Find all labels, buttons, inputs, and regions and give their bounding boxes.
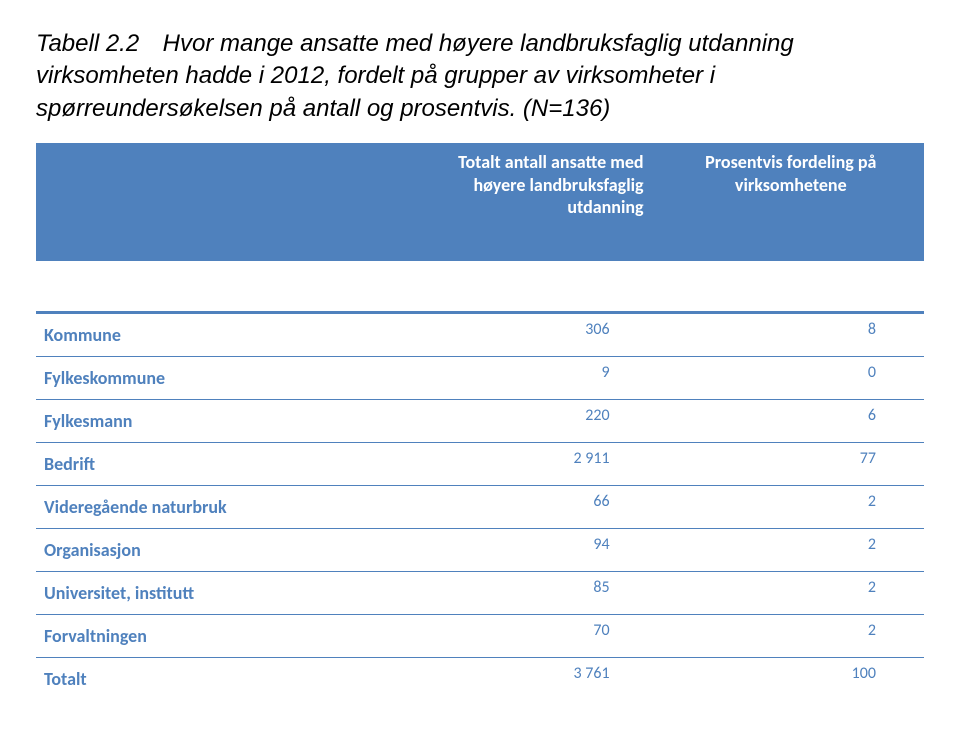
row-label: Universitet, institutt [36, 572, 391, 615]
row-value-1: 9 [391, 357, 657, 400]
row-label: Organisasjon [36, 529, 391, 572]
table-caption: Tabell 2.2 Hvor mange ansatte med høyere… [36, 28, 924, 125]
row-value-1: 70 [391, 615, 657, 658]
table-row: Totalt3 761100 [36, 658, 924, 701]
row-label: Kommune [36, 313, 391, 357]
header-empty [36, 143, 391, 261]
header-col1-label: Totalt antall ansatte med høyere landbru… [391, 143, 657, 219]
row-label: Totalt [36, 658, 391, 701]
table-row: Fylkesmann2206 [36, 400, 924, 443]
row-label: Fylkesmann [36, 400, 391, 443]
table-row: Organisasjon942 [36, 529, 924, 572]
table-row: Bedrift2 91177 [36, 443, 924, 486]
row-label: Bedrift [36, 443, 391, 486]
table-row: Kommune3068 [36, 313, 924, 357]
row-value-2: 0 [658, 357, 924, 400]
row-value-1: 66 [391, 486, 657, 529]
header-col2: Prosentvis fordeling på virksomhetene [658, 143, 924, 261]
row-value-1: 220 [391, 400, 657, 443]
caption-label: Tabell 2.2 [36, 28, 156, 60]
row-value-2: 8 [658, 313, 924, 357]
row-value-2: 100 [658, 658, 924, 701]
row-value-2: 77 [658, 443, 924, 486]
header-col2-label: Prosentvis fordeling på virksomhetene [658, 143, 924, 196]
row-value-1: 306 [391, 313, 657, 357]
row-value-2: 2 [658, 572, 924, 615]
row-value-2: 2 [658, 486, 924, 529]
row-value-2: 2 [658, 529, 924, 572]
table-row: Forvaltningen702 [36, 615, 924, 658]
row-value-1: 2 911 [391, 443, 657, 486]
row-value-2: 2 [658, 615, 924, 658]
row-label: Videregående naturbruk [36, 486, 391, 529]
separator-row [36, 261, 924, 313]
table-header-row: Totalt antall ansatte med høyere landbru… [36, 143, 924, 261]
row-label: Forvaltningen [36, 615, 391, 658]
row-value-1: 94 [391, 529, 657, 572]
header-col1: Totalt antall ansatte med høyere landbru… [391, 143, 657, 261]
table-row: Videregående naturbruk662 [36, 486, 924, 529]
row-label: Fylkeskommune [36, 357, 391, 400]
table-row: Fylkeskommune90 [36, 357, 924, 400]
data-table: Totalt antall ansatte med høyere landbru… [36, 143, 924, 700]
row-value-1: 85 [391, 572, 657, 615]
table-row: Universitet, institutt852 [36, 572, 924, 615]
row-value-2: 6 [658, 400, 924, 443]
row-value-1: 3 761 [391, 658, 657, 701]
